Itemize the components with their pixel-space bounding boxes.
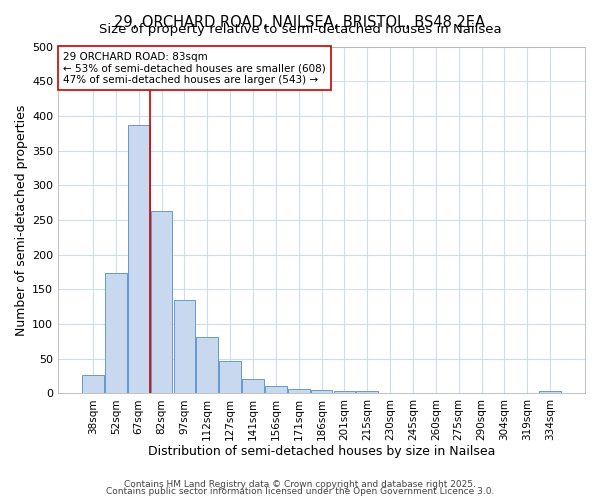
Y-axis label: Number of semi-detached properties: Number of semi-detached properties [15, 104, 28, 336]
Text: Size of property relative to semi-detached houses in Nailsea: Size of property relative to semi-detach… [98, 22, 502, 36]
Bar [311, 390, 332, 394]
Text: 29, ORCHARD ROAD, NAILSEA, BRISTOL, BS48 2EA: 29, ORCHARD ROAD, NAILSEA, BRISTOL, BS48… [115, 15, 485, 30]
Bar [128, 125, 149, 394]
Bar [242, 380, 264, 394]
Bar [334, 390, 355, 394]
Text: Contains public sector information licensed under the Open Government Licence 3.: Contains public sector information licen… [106, 487, 494, 496]
Bar [539, 390, 561, 394]
Text: 29 ORCHARD ROAD: 83sqm
← 53% of semi-detached houses are smaller (608)
47% of se: 29 ORCHARD ROAD: 83sqm ← 53% of semi-det… [64, 52, 326, 85]
Bar [105, 272, 127, 394]
Bar [173, 300, 195, 394]
Bar [288, 389, 310, 394]
Bar [151, 211, 172, 394]
Bar [356, 392, 378, 394]
X-axis label: Distribution of semi-detached houses by size in Nailsea: Distribution of semi-detached houses by … [148, 444, 495, 458]
Bar [219, 362, 241, 394]
Bar [82, 374, 104, 394]
Bar [265, 386, 287, 394]
Text: Contains HM Land Registry data © Crown copyright and database right 2025.: Contains HM Land Registry data © Crown c… [124, 480, 476, 489]
Bar [379, 392, 401, 394]
Bar [196, 337, 218, 394]
